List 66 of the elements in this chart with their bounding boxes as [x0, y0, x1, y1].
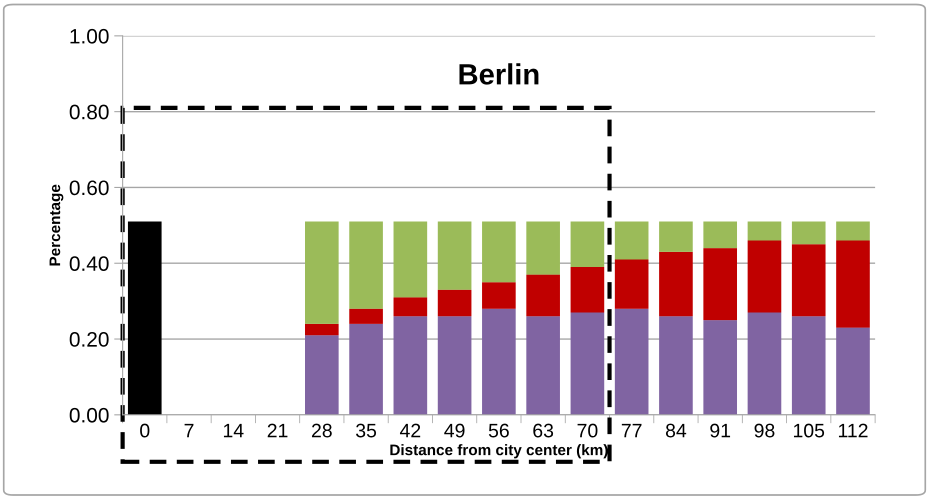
x-tick-label: 42 — [400, 424, 420, 438]
y-tick-label: 0.20 — [70, 332, 109, 347]
bar — [614, 259, 648, 309]
y-tick-label: 0.00 — [70, 408, 109, 423]
bar — [792, 244, 826, 316]
bar — [836, 222, 870, 241]
bar — [482, 282, 516, 309]
bar — [438, 290, 472, 316]
bar — [570, 267, 604, 313]
bar — [349, 324, 383, 415]
y-axis-title: Percentage — [50, 184, 64, 266]
y-tick-label: 0.60 — [70, 180, 109, 196]
x-tick-label: 84 — [666, 424, 686, 438]
bar — [748, 312, 782, 415]
bar — [482, 308, 516, 415]
y-tick-label: 0.80 — [70, 104, 109, 120]
x-tick-label: 0 — [140, 424, 150, 438]
bar — [349, 308, 383, 324]
y-tick-label: 1.00 — [70, 28, 109, 44]
bar — [703, 248, 738, 320]
x-tick-label: 14 — [224, 424, 244, 438]
bar — [570, 312, 604, 415]
bar — [792, 222, 826, 244]
bar — [349, 222, 383, 309]
bar — [659, 316, 693, 415]
bar — [394, 316, 428, 415]
bar — [659, 252, 693, 316]
bar — [748, 222, 782, 241]
bar — [614, 222, 648, 260]
x-tick-label: 21 — [268, 424, 288, 438]
x-tick-label: 35 — [356, 424, 376, 438]
bar — [526, 222, 560, 275]
x-tick-label: 91 — [710, 424, 730, 438]
bar — [482, 222, 516, 282]
x-tick-label: 63 — [533, 424, 554, 438]
x-tick-label: 98 — [754, 424, 774, 438]
x-tick-label: 105 — [794, 424, 824, 438]
bar — [570, 222, 604, 268]
bar — [748, 240, 782, 313]
bar — [703, 320, 738, 415]
bar — [438, 222, 472, 290]
bar — [304, 222, 339, 324]
bar — [128, 222, 162, 415]
text: Berlin — [459, 63, 538, 85]
bar — [438, 316, 472, 415]
bar — [526, 316, 560, 415]
bar — [304, 324, 339, 336]
y-tick-label: 0.40 — [70, 256, 109, 271]
x-tick-label: 70 — [578, 424, 598, 438]
bar — [614, 308, 648, 415]
bar — [836, 240, 870, 328]
bar — [394, 297, 428, 316]
bar — [792, 316, 826, 415]
bar — [526, 274, 560, 316]
x-tick-label: 77 — [622, 424, 642, 438]
x-tick-label: 7 — [184, 424, 194, 438]
bar — [703, 222, 738, 248]
bar — [659, 222, 693, 252]
x-tick-label: 28 — [312, 424, 332, 438]
bar — [304, 335, 339, 415]
bar — [836, 328, 870, 415]
x-tick-label: 56 — [488, 424, 509, 438]
x-tick-label: 112 — [838, 424, 868, 438]
x-axis-title: Distance from city center (km) — [390, 444, 608, 458]
bar — [394, 222, 428, 298]
x-tick-label: 49 — [444, 424, 464, 438]
